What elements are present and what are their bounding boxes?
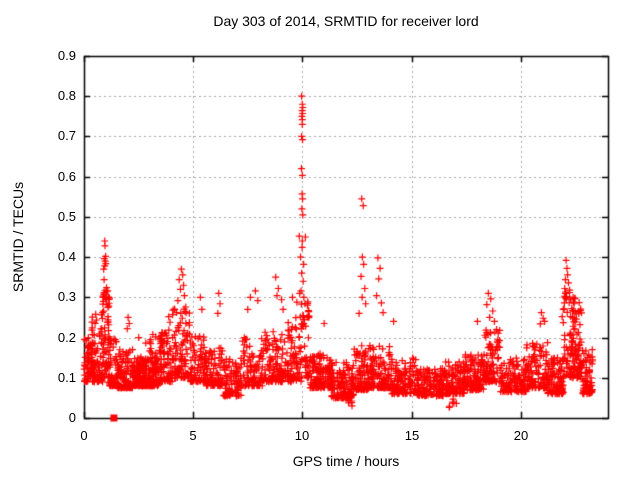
chart-title: Day 303 of 2014, SRMTID for receiver lor… [213,13,479,29]
x-tick-label: 20 [513,428,529,443]
y-tick-label: 0.4 [57,249,76,264]
y-tick-label: 0.7 [57,128,76,143]
y-tick-label: 0 [68,410,76,425]
y-tick-label: 0.8 [57,88,76,103]
y-tick-label: 0.9 [57,48,76,63]
x-tick-label: 5 [189,428,197,443]
y-tick-label: 0.6 [57,169,76,184]
x-axis-label: GPS time / hours [292,453,400,469]
x-tick-label: 0 [80,428,88,443]
y-tick-label: 0.1 [57,370,76,385]
y-tick-label: 0.3 [57,289,76,304]
x-tick-label: 15 [404,428,420,443]
y-tick-label: 0.2 [57,330,76,345]
y-tick-label: 0.5 [57,209,76,224]
y-axis-label: SRMTID / TECUs [10,181,26,293]
x-tick-label: 10 [294,428,310,443]
